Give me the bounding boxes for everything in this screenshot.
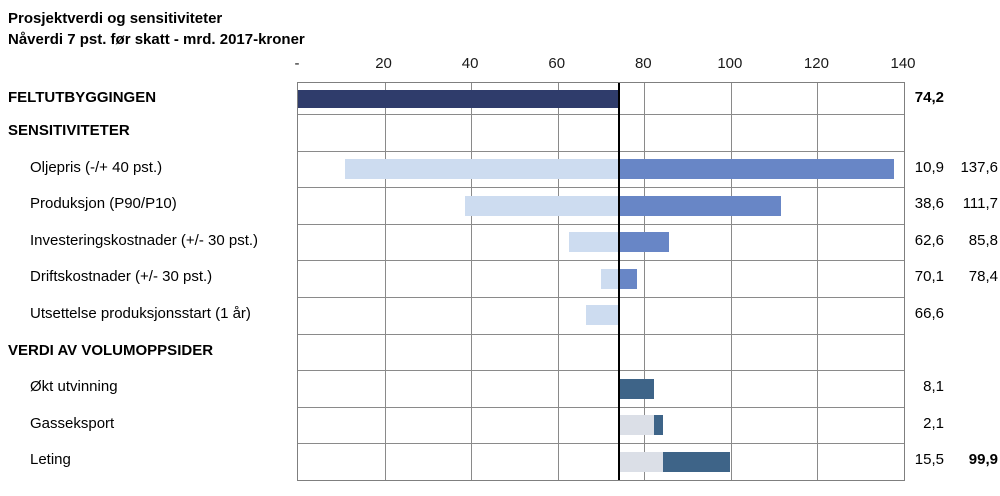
section-label: SENSITIVITETER	[8, 122, 130, 139]
x-axis-tick-label: 120	[803, 55, 829, 72]
value-low: 70,1	[914, 268, 944, 286]
bar-upside	[619, 158, 894, 179]
value-low: 15,5	[914, 451, 944, 469]
row-label: Investeringskostnader (+/- 30 pst.)	[30, 231, 259, 249]
value-low: 74,2	[914, 89, 944, 106]
gridline-vertical	[817, 83, 819, 480]
row-label: Leting	[30, 451, 71, 469]
x-axis-tick-label: 40	[461, 55, 479, 72]
chart-title-line2: Nåverdi 7 pst. før skatt - mrd. 2017-kro…	[8, 31, 305, 48]
bar-upside	[619, 195, 782, 216]
bar-upside	[619, 268, 638, 289]
gridline-horizontal	[298, 297, 904, 298]
x-axis-tick-label: 80	[634, 55, 652, 72]
gridline-horizontal	[298, 406, 904, 408]
x-axis-tick-label: 60	[548, 55, 566, 72]
bar-upside	[619, 232, 670, 253]
gridline-vertical	[557, 83, 559, 480]
bar-volume-upside	[654, 415, 664, 436]
bar-downside	[586, 305, 620, 326]
bar-downside	[601, 268, 620, 289]
row-label: Produksjon (P90/P10)	[30, 195, 177, 213]
gridline-horizontal	[298, 223, 904, 225]
reference-line-base-value	[618, 83, 621, 480]
row-label: Gasseksport	[30, 414, 115, 432]
value-high: 137,6	[960, 158, 998, 176]
value-high: 99,9	[968, 451, 998, 469]
gridline-horizontal	[298, 333, 904, 335]
gridline-vertical	[471, 83, 473, 480]
gridline-horizontal	[298, 114, 904, 115]
value-low: 62,6	[914, 231, 944, 249]
value-low: 66,6	[914, 305, 944, 322]
row-label: Driftskostnader (+/- 30 pst.)	[30, 268, 213, 286]
row-label: Økt utvinning	[30, 378, 118, 396]
bar-base-value	[298, 89, 620, 108]
x-axis-tick-label: -	[294, 55, 300, 72]
gridline-horizontal	[298, 150, 904, 152]
chart-title: Prosjektverdi og sensitiviteter Nåverdi …	[8, 8, 305, 50]
bar-downside	[568, 232, 620, 253]
value-high: 78,4	[968, 268, 998, 286]
section-label: FELTUTBYGGINGEN	[8, 89, 157, 106]
value-high: 111,7	[962, 195, 998, 213]
row-label: Utsettelse produksjonsstart (1 år)	[30, 305, 251, 322]
value-high: 85,8	[968, 231, 998, 249]
value-low: 10,9	[914, 158, 944, 176]
gridline-vertical	[384, 83, 386, 480]
gridline-vertical	[730, 83, 732, 480]
gridline-horizontal	[298, 443, 904, 445]
gridline-horizontal	[298, 260, 904, 262]
plot-area	[297, 82, 905, 481]
bar-downside	[465, 195, 620, 216]
bar-stack-offset	[619, 451, 664, 472]
bar-downside	[345, 158, 620, 179]
value-low: 8,1	[923, 378, 944, 396]
gridline-vertical	[644, 83, 646, 480]
bar-stack-offset	[619, 415, 655, 436]
bar-volume-upside	[663, 451, 731, 472]
x-axis-tick-label: 100	[717, 55, 743, 72]
x-axis-tick-label: 140	[890, 55, 916, 72]
chart-title-line1: Prosjektverdi og sensitiviteter	[8, 10, 223, 27]
value-low: 2,1	[923, 414, 944, 432]
gridline-horizontal	[298, 187, 904, 189]
value-low: 38,6	[914, 195, 944, 213]
gridline-horizontal	[298, 370, 904, 372]
bar-volume-upside	[619, 378, 655, 399]
row-label: Oljepris (-/+ 40 pst.)	[30, 158, 163, 176]
x-axis-tick-label: 20	[375, 55, 392, 72]
section-label: VERDI AV VOLUMOPPSIDER	[8, 341, 214, 359]
